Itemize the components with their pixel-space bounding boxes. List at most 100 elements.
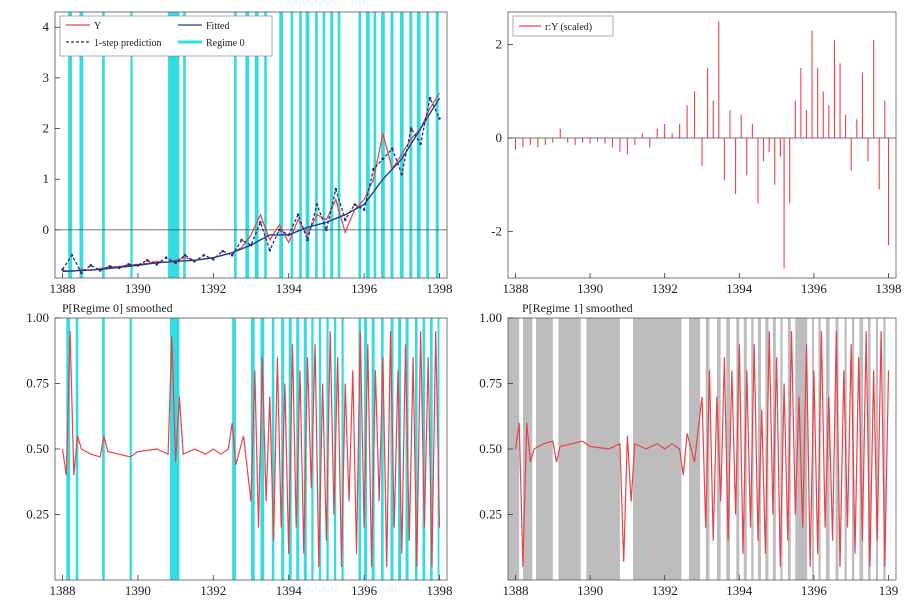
regime-band [254,12,259,278]
prediction-point [268,248,272,252]
panel-regime1-smoothed: 1388 1390 1392 1394 1396 139 0.25 0.50 0.75 1.00 [479,310,898,598]
y-tick-label: 1.00 [479,310,502,325]
x-tick-label: 1398 [426,281,452,296]
regime-band [416,12,421,278]
regime-band [341,318,344,580]
regime-band [373,12,377,278]
legend: r:Y (scaled) [512,15,614,37]
prediction-point [98,269,102,272]
regime-band [279,12,284,278]
prediction-point [409,127,413,130]
regime-band [399,12,404,278]
y-tick-label: 1.00 [26,310,49,325]
prediction-point [287,233,290,237]
prediction-point [362,208,366,211]
regime-band [130,12,133,278]
panel-title-regime1: P[Regime 1] smoothed [522,301,633,315]
y-tick-label: -2 [491,223,502,238]
regime-band [358,318,362,580]
y-tick-label: 0.50 [479,441,502,456]
x-tick-label: 1390 [125,583,151,598]
regime-band [79,12,84,278]
y-tick-label: 3 [43,70,50,85]
regime-band [234,12,237,278]
prediction-point [230,253,234,257]
x-tick-label: 1396 [351,583,378,598]
x-tick-label: 1398 [426,583,452,598]
prediction-point [117,266,121,270]
y-tick-label: 0.25 [479,507,502,522]
panel-y-fitted: 1388 1390 1392 1394 1396 1398 0 1 2 3 4 Y Fitted 1-st… [43,11,452,296]
regime-band [183,12,186,278]
prediction-point [127,263,130,266]
regime-band [245,12,250,278]
panel-title-regime0: P[Regime 0] smoothed [62,301,173,315]
regime-band [290,12,294,278]
x-tick-label: 1392 [652,281,678,296]
regime-band [390,318,394,580]
regime-band [795,318,808,580]
prediction-point [296,213,300,216]
regime-band [522,318,533,580]
regime-band [271,318,275,580]
panel-regime0-smoothed: 1388 1390 1392 1394 1396 1398 0.25 0.50 0.75 1.00 [26,310,452,598]
regime-band [632,318,682,580]
prediction-point [155,263,159,266]
regime-band [168,12,180,278]
regime-band [68,12,72,278]
series-line-series [61,331,441,567]
y-tick-label: 0.25 [26,507,49,522]
prediction-point [146,258,149,262]
regime-band [430,318,433,580]
prediction-point [438,117,441,120]
plot-frame [507,11,897,279]
prediction-point [259,220,262,224]
prediction-point [70,253,74,257]
regime-band [736,318,740,580]
legend: Y Fitted 1-step prediction Regime 0 [59,15,273,57]
x-tick-label: 1396 [801,281,828,296]
x-tick-label: 1392 [200,281,226,296]
regime-band [875,318,879,580]
prediction-point [306,238,309,242]
y-tick-label: 0.50 [26,441,49,456]
regime-band [883,318,886,580]
x-tick-label: 1392 [200,583,226,598]
regime-band [757,318,761,580]
y-tick-label: 2 [43,121,50,136]
regime-band [299,12,302,278]
y-tick-label: 2 [496,37,503,52]
x-tick-label: 1392 [652,583,678,598]
prediction-point [240,238,243,242]
prediction-point [136,264,140,267]
regime-band [318,318,322,580]
regime-band [558,318,581,580]
regime-band [508,318,520,580]
y-tick-label: 4 [43,19,50,34]
regime-band [859,318,864,580]
y-tick-label: 0 [496,130,503,145]
y-tick-label: 1 [43,171,50,186]
regime-band [315,12,318,278]
regime-band [381,12,385,278]
y-tick-label: 0 [43,222,50,237]
prediction-point [372,167,375,171]
plot-frame [54,11,448,279]
x-tick-label: 1390 [577,281,603,296]
y-tick-label: 0.75 [479,376,502,391]
prediction-point [202,253,206,257]
regime-band [371,318,375,580]
regime-band [780,318,783,580]
x-tick-label: 1394 [726,281,753,296]
prediction-point [249,243,253,247]
prediction-point [428,96,432,100]
prediction-point [353,203,356,206]
prediction-point [164,256,168,260]
panel-scaled-residuals: 1388 1390 1392 1394 1396 1398 -2 0 2 r:Y (scaled) [491,11,902,296]
x-tick-label: 1390 [577,583,603,598]
regime-band [102,318,105,580]
x-tick-label: 1394 [276,281,303,296]
regime-band [414,318,418,580]
